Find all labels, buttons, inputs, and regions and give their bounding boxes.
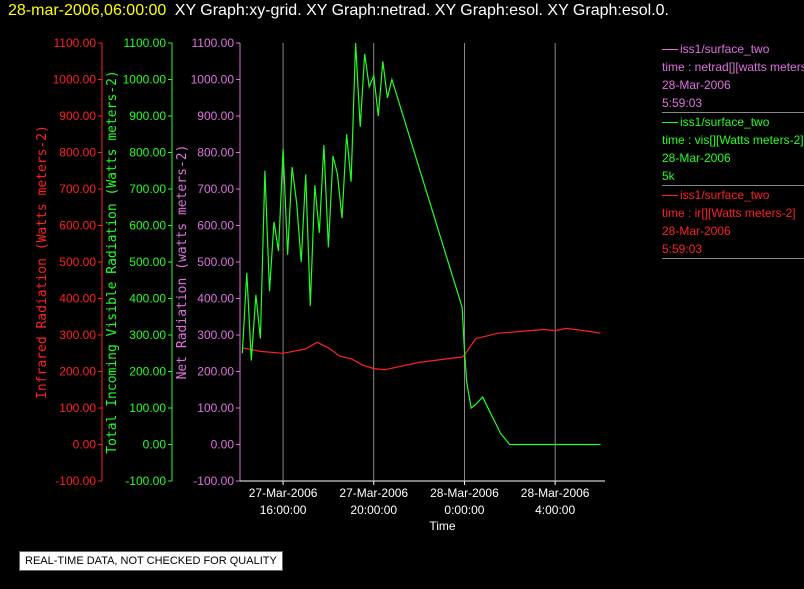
- y-tick-label: 900.00: [129, 109, 166, 123]
- y-tick-label: -100.00: [193, 474, 234, 488]
- y-tick-label: 0.00: [143, 438, 167, 452]
- x-tick-date: 28-Mar-2006: [521, 486, 590, 500]
- x-tick-date: 27-Mar-2006: [249, 486, 318, 500]
- y-tick-label: 1000.00: [53, 73, 97, 87]
- y-tick-label: 800.00: [197, 146, 234, 160]
- legend-desc: time : netrad[][watts meters-2]: [662, 60, 804, 74]
- x-tick-time: 4:00:00: [535, 503, 575, 517]
- y-tick-label: 1100.00: [192, 36, 235, 50]
- page-header: 28-mar-2006,06:00:00 XY Graph:xy-grid. X…: [8, 2, 669, 20]
- legend-swatch: [662, 121, 678, 123]
- y-tick-label: 700.00: [129, 182, 166, 196]
- series-line-vis: [241, 42, 601, 446]
- legend-desc: time : vis[][Watts meters-2]: [662, 133, 804, 147]
- y-tick-label: 1100.00: [54, 36, 97, 50]
- quality-notice: REAL-TIME DATA, NOT CHECKED FOR QUALITY: [19, 551, 283, 571]
- legend-desc: time : ir[][Watts meters-2]: [662, 206, 796, 220]
- y-tick-label: 100.00: [129, 401, 166, 415]
- y-tick-label: 600.00: [129, 219, 166, 233]
- header-timestamp: 28-mar-2006,06:00:00: [8, 2, 167, 19]
- y-tick-label: 0.00: [73, 438, 97, 452]
- legend-time: 5:59:03: [662, 96, 703, 110]
- y-tick-label: 400.00: [59, 292, 96, 306]
- legend-name: iss1/surface_two: [680, 42, 770, 56]
- y-tick-label: 400.00: [129, 292, 166, 306]
- y-tick-label: -100.00: [125, 474, 166, 488]
- legend-series-name: iss1/surface_two: [662, 186, 804, 204]
- y-tick-label: 900.00: [197, 109, 234, 123]
- x-tick-time: 16:00:00: [260, 503, 307, 517]
- y-tick-label: 1000.00: [191, 73, 235, 87]
- y-tick-label: 200.00: [59, 365, 96, 379]
- y-tick-label: -100.00: [55, 474, 96, 488]
- y-tick-label: 500.00: [59, 255, 96, 269]
- y-tick-label: 0.00: [211, 438, 235, 452]
- y-tick-label: 700.00: [197, 182, 234, 196]
- x-axis-title: Time: [429, 519, 456, 533]
- y-axis-title: Total Incoming Visible Radiation (Watts …: [105, 70, 120, 454]
- y-tick-label: 500.00: [129, 255, 166, 269]
- y-tick-label: 700.00: [59, 182, 96, 196]
- legend-date: 28-Mar-2006: [662, 224, 731, 238]
- x-tick-date: 27-Mar-2006: [339, 486, 408, 500]
- y-tick-label: 600.00: [197, 219, 234, 233]
- legend-name: iss1/surface_two: [680, 188, 770, 202]
- y-tick-label: 500.00: [197, 255, 234, 269]
- y-tick-label: 100.00: [197, 401, 234, 415]
- y-tick-label: 200.00: [197, 365, 234, 379]
- legend-series-name: iss1/surface_two: [662, 40, 804, 58]
- legend-time: 5:59:03: [662, 242, 703, 256]
- y-tick-label: 800.00: [59, 146, 96, 160]
- y-tick-label: 100.00: [59, 401, 96, 415]
- x-tick-time: 20:00:00: [350, 503, 397, 517]
- y-tick-label: 900.00: [59, 109, 96, 123]
- x-tick-time: 0:00:00: [444, 503, 484, 517]
- y-tick-label: 1000.00: [123, 73, 167, 87]
- legend-series-name: iss1/surface_two: [662, 113, 804, 131]
- legend-swatch: [662, 48, 678, 50]
- legend-date: 28-Mar-2006: [662, 78, 731, 92]
- header-graph-titles: XY Graph:xy-grid. XY Graph:netrad. XY Gr…: [174, 2, 669, 19]
- legend-name: iss1/surface_two: [680, 115, 770, 129]
- x-tick-date: 28-Mar-2006: [430, 486, 499, 500]
- legend-time: 5k: [662, 169, 675, 183]
- y-tick-label: 300.00: [59, 328, 96, 342]
- legend-date: 28-Mar-2006: [662, 151, 731, 165]
- y-tick-label: 800.00: [129, 146, 166, 160]
- legend-swatch: [662, 194, 678, 196]
- series-line-ir: [242, 327, 601, 371]
- y-axis-title: Net Radiation (watts meters-2): [175, 145, 190, 380]
- y-tick-label: 300.00: [129, 328, 166, 342]
- y-tick-label: 600.00: [59, 219, 96, 233]
- y-tick-label: 1100.00: [124, 36, 167, 50]
- y-tick-label: 200.00: [129, 365, 166, 379]
- y-axis-title: Infrared Radiation (Watts meters-2): [35, 125, 50, 399]
- y-tick-label: 300.00: [197, 328, 234, 342]
- y-tick-label: 400.00: [197, 292, 234, 306]
